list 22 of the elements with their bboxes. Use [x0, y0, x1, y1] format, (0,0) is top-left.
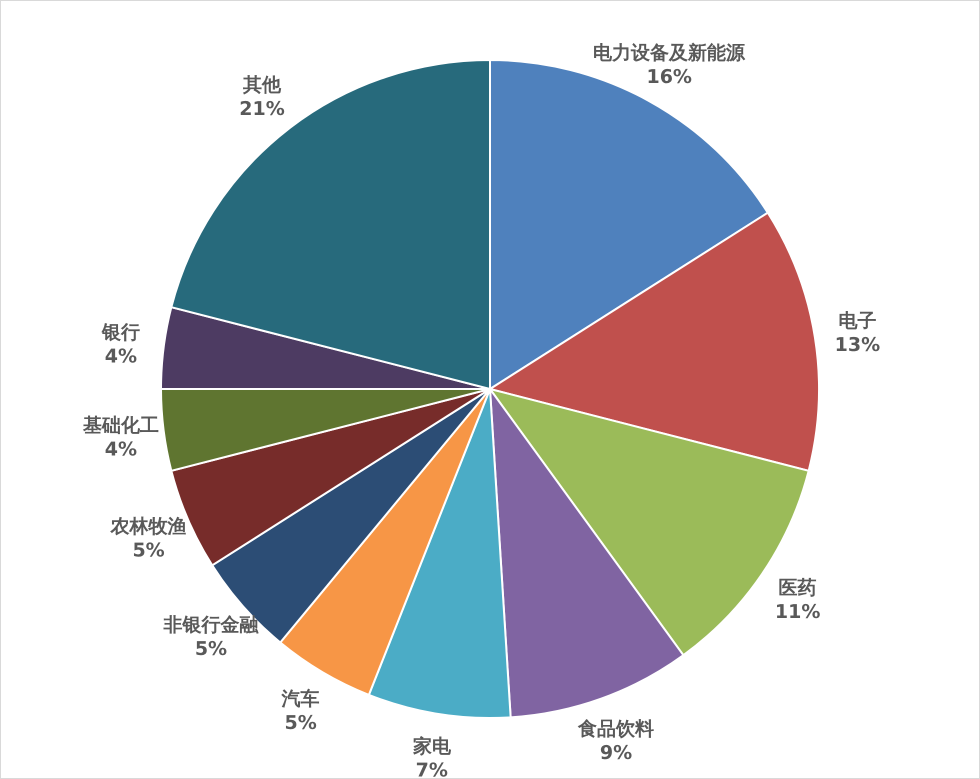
slice-label: 非银行金融 [162, 614, 260, 636]
data-label: 21% [239, 98, 285, 120]
data-label: 5% [284, 712, 317, 734]
data-label: 4% [104, 438, 138, 461]
slice-label: 电力设备及新能源 [593, 42, 746, 64]
data-label: 11% [774, 601, 820, 624]
slice-label: 电子 [838, 310, 876, 332]
data-label: 9% [600, 742, 632, 764]
data-label: 7% [416, 759, 448, 779]
data-label: 16% [646, 66, 692, 88]
slice-label: 基础化工 [82, 414, 159, 437]
data-label: 4% [104, 345, 138, 368]
slice-label: 医药 [778, 577, 817, 600]
slice-label: 汽车 [280, 688, 320, 710]
slice-label: 食品饮料 [577, 718, 654, 740]
data-label: 5% [194, 638, 228, 660]
slice-label: 其他 [242, 74, 282, 96]
data-label: 13% [834, 334, 880, 356]
slice-label: 农林牧渔 [110, 516, 187, 538]
slice-label: 银行 [100, 321, 140, 344]
data-label: 5% [132, 540, 165, 562]
slice-label: 家电 [412, 735, 452, 758]
